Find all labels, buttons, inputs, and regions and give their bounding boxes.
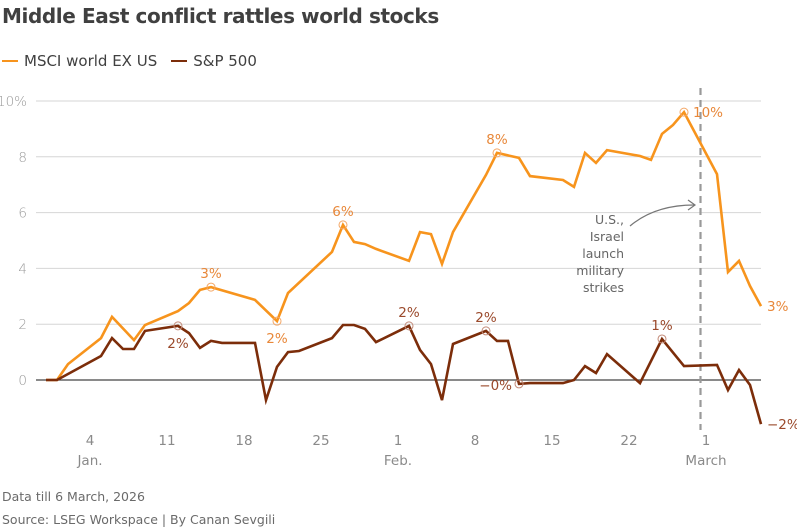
x-tick-label: 8 [471,433,480,449]
x-tick-label: 18 [235,433,252,449]
annotation-marker [338,220,348,230]
annotation-marker [206,282,216,292]
legend-label-sp500: S&P 500 [193,52,257,70]
data-label: 3% [200,266,222,282]
event-annotation-text: strikes [583,280,624,295]
annotation-marker [481,326,491,336]
data-label: −2% [767,417,797,433]
event-arrow [629,204,695,227]
data-note: Data till 6 March, 2026 [2,489,145,504]
event-annotation-text: U.S., [595,212,624,227]
x-tick-sublabel: March [685,453,726,469]
data-label: 10% [693,105,723,121]
annotation-marker [657,334,667,344]
event-annotation-text: launch [582,246,624,261]
y-tick-label: 2 [18,317,27,333]
x-tick-label: 4 [86,433,95,449]
x-tick-label: 1 [702,433,711,449]
series-line-sp500 [46,323,763,425]
data-label: 6% [332,204,354,220]
data-label: 2% [398,305,420,321]
data-label: 2% [167,336,189,352]
legend-swatch-msci [2,60,18,62]
x-tick-label: 11 [158,433,175,449]
x-tick-label: 15 [543,433,560,449]
series-line-msci [46,109,763,382]
x-tick-label: 22 [620,433,637,449]
data-label: 1% [651,318,673,334]
data-label: 8% [486,132,508,148]
data-label: 2% [475,310,497,326]
source-credit: Source: LSEG Workspace | By Canan Sevgil… [2,512,276,527]
data-label: −0% [479,378,512,394]
x-tick-sublabel: Jan. [76,453,102,469]
event-annotation-text: military [576,263,624,278]
data-label: 2% [266,331,288,347]
legend-label-msci: MSCI world EX US [24,52,158,70]
annotation-marker [492,148,502,158]
annotation-marker [173,321,183,331]
chart-title: Middle East conflict rattles world stock… [2,4,439,28]
y-tick-label: 4 [18,261,27,277]
annotation-marker [404,321,414,331]
x-tick-sublabel: Feb. [384,453,412,469]
legend-swatch-sp500 [171,60,188,62]
y-tick-label: 8 [18,150,27,166]
event-arrow-head [687,199,697,211]
annotation-marker [272,316,282,326]
legend: MSCI world EX US S&P 500 [2,52,271,70]
legend-item-msci: MSCI world EX US [2,52,157,70]
x-tick-label: 25 [312,433,329,449]
y-tick-label: 10% [0,94,27,110]
y-tick-label: 0 [18,373,27,389]
annotation-marker [514,379,524,389]
x-tick-label: 1 [394,433,403,449]
data-label: 3% [767,299,789,315]
legend-item-sp500: S&P 500 [171,52,257,70]
annotation-marker [679,107,689,117]
event-annotation-text: Israel [590,229,624,244]
y-tick-label: 6 [18,206,27,222]
